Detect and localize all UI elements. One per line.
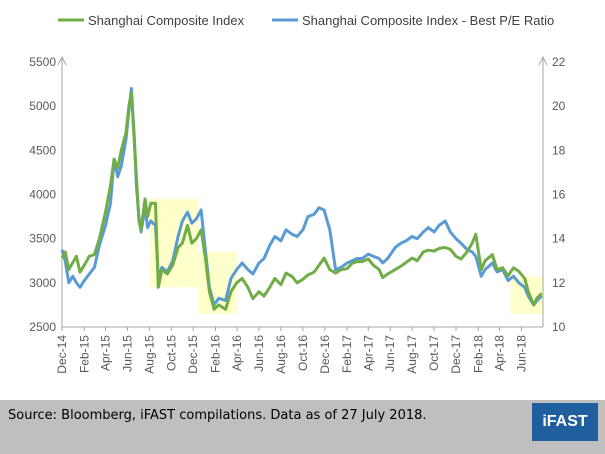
y-axis-right-arrow: [538, 55, 548, 66]
x-tick-label: Jun-17: [383, 335, 397, 372]
x-tick-label: Oct-17: [427, 335, 441, 371]
x-tick-label: Dec-17: [449, 335, 463, 374]
x-tick-label: Oct-16: [296, 335, 310, 371]
series-group: [60, 87, 543, 311]
x-tick-label: Aug-15: [142, 335, 156, 374]
y-left-tick-label: 4500: [29, 143, 56, 157]
y-right-tick-label: 10: [552, 320, 566, 334]
x-tick-label: Dec-15: [186, 335, 200, 374]
axes: 2500 3000 3500 4000 4500 5000 5500 10 12 14 16 18 20…: [29, 55, 565, 374]
x-tick-label: Apr-15: [98, 335, 112, 371]
source-note: Source: Bloomberg, iFAST compilations. D…: [8, 408, 427, 423]
series-line-index: [60, 91, 543, 311]
x-tick-label: Apr-17: [361, 335, 375, 371]
x-tick-label: Feb-18: [471, 335, 485, 373]
x-tick-label: Aug-16: [274, 335, 288, 374]
x-tick-label: Oct-15: [164, 335, 178, 371]
x-tick-label: Feb-16: [209, 335, 223, 373]
x-tick-label: Dec-14: [55, 335, 69, 374]
y-left-tick-label: 2500: [29, 320, 56, 334]
x-tick-label: Feb-15: [77, 335, 91, 373]
footer-bar: Source: Bloomberg, iFAST compilations. D…: [0, 400, 605, 454]
y-right-tick-label: 12: [552, 276, 566, 290]
y-left-tick-label: 3500: [29, 232, 56, 246]
y-right-tick-label: 14: [552, 232, 566, 246]
x-tick-label: Jun-15: [120, 335, 134, 372]
y-right-tick-label: 20: [552, 99, 566, 113]
x-tick-label: Feb-17: [340, 335, 354, 373]
y-left-tick-label: 5500: [29, 55, 56, 69]
legend-label-0: Shanghai Composite Index: [88, 13, 245, 28]
highlight-periods: [149, 198, 543, 314]
x-tick-label: Apr-16: [230, 335, 244, 371]
y-left-tick-label: 3000: [29, 276, 56, 290]
x-tick-label: Jun-18: [514, 335, 528, 372]
x-tick-label: Apr-18: [493, 335, 507, 371]
y-axis-left-arrow: [57, 55, 67, 66]
ifast-logo: iFAST: [532, 403, 598, 441]
y-right-tick-label: 22: [552, 55, 566, 69]
legend-label-1: Shanghai Composite Index - Best P/E Rati…: [302, 13, 554, 28]
y-left-tick-label: 4000: [29, 188, 56, 202]
chart: 2500 3000 3500 4000 4500 5000 5500 10 12 14 16 18 20…: [29, 13, 565, 374]
x-tick-label: Aug-17: [405, 335, 419, 374]
x-tick-label: Jun-16: [252, 335, 266, 372]
legend: Shanghai Composite Index Shanghai Composi…: [58, 13, 554, 28]
y-right-tick-label: 16: [552, 188, 566, 202]
y-right-tick-label: 18: [552, 143, 566, 157]
y-left-tick-label: 5000: [29, 99, 56, 113]
x-tick-label: Dec-16: [318, 335, 332, 374]
